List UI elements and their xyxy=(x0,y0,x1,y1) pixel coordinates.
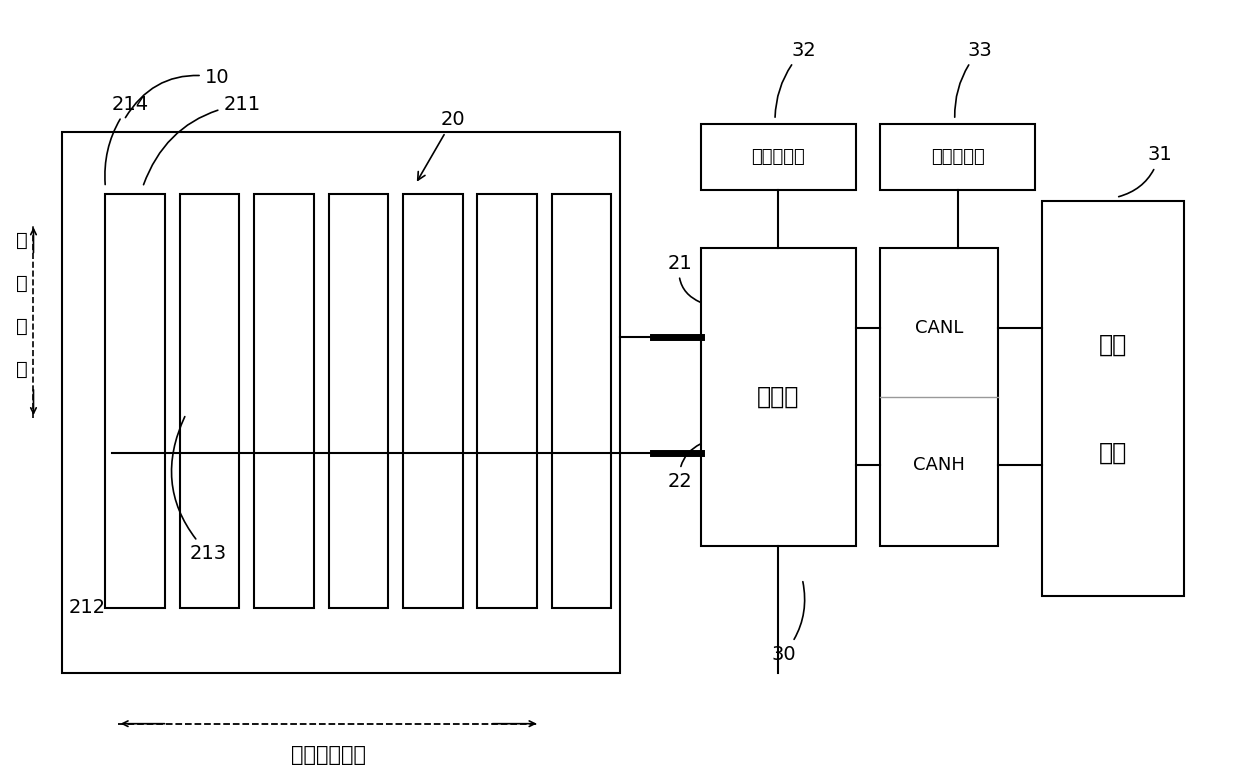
Text: 主负继电器: 主负继电器 xyxy=(931,148,985,166)
Text: 31: 31 xyxy=(1118,146,1172,197)
Bar xyxy=(552,194,611,608)
Bar xyxy=(701,248,856,546)
Text: 10: 10 xyxy=(125,68,229,118)
Text: 22: 22 xyxy=(667,444,701,491)
Text: 车偶运行方向: 车偶运行方向 xyxy=(291,745,366,765)
Bar xyxy=(880,124,1035,190)
Bar xyxy=(880,248,998,546)
Text: 211: 211 xyxy=(144,95,260,185)
Bar xyxy=(105,194,165,608)
Text: 报警: 报警 xyxy=(1099,332,1127,357)
Bar xyxy=(62,132,620,673)
Text: 单元: 单元 xyxy=(1099,440,1127,465)
Bar xyxy=(180,194,239,608)
Bar xyxy=(329,194,388,608)
Text: 21: 21 xyxy=(667,254,701,303)
Text: 32: 32 xyxy=(775,41,816,117)
Bar xyxy=(403,194,463,608)
Text: 控制器: 控制器 xyxy=(756,385,800,409)
Text: 边: 边 xyxy=(16,273,29,293)
Text: 主正继电器: 主正继电器 xyxy=(751,148,805,166)
Text: 20: 20 xyxy=(418,111,465,180)
Text: CANL: CANL xyxy=(915,319,963,337)
Text: 向: 向 xyxy=(16,359,29,378)
Text: CANH: CANH xyxy=(914,456,965,474)
Text: 长: 长 xyxy=(16,231,29,249)
Text: 方: 方 xyxy=(16,317,29,335)
Bar xyxy=(254,194,314,608)
Text: 214: 214 xyxy=(105,95,149,184)
Text: 212: 212 xyxy=(68,598,105,617)
Bar xyxy=(477,194,537,608)
Bar xyxy=(701,124,856,190)
Bar xyxy=(1042,201,1184,596)
Text: 213: 213 xyxy=(171,416,227,563)
Text: 33: 33 xyxy=(955,41,992,117)
Text: 30: 30 xyxy=(771,582,805,663)
